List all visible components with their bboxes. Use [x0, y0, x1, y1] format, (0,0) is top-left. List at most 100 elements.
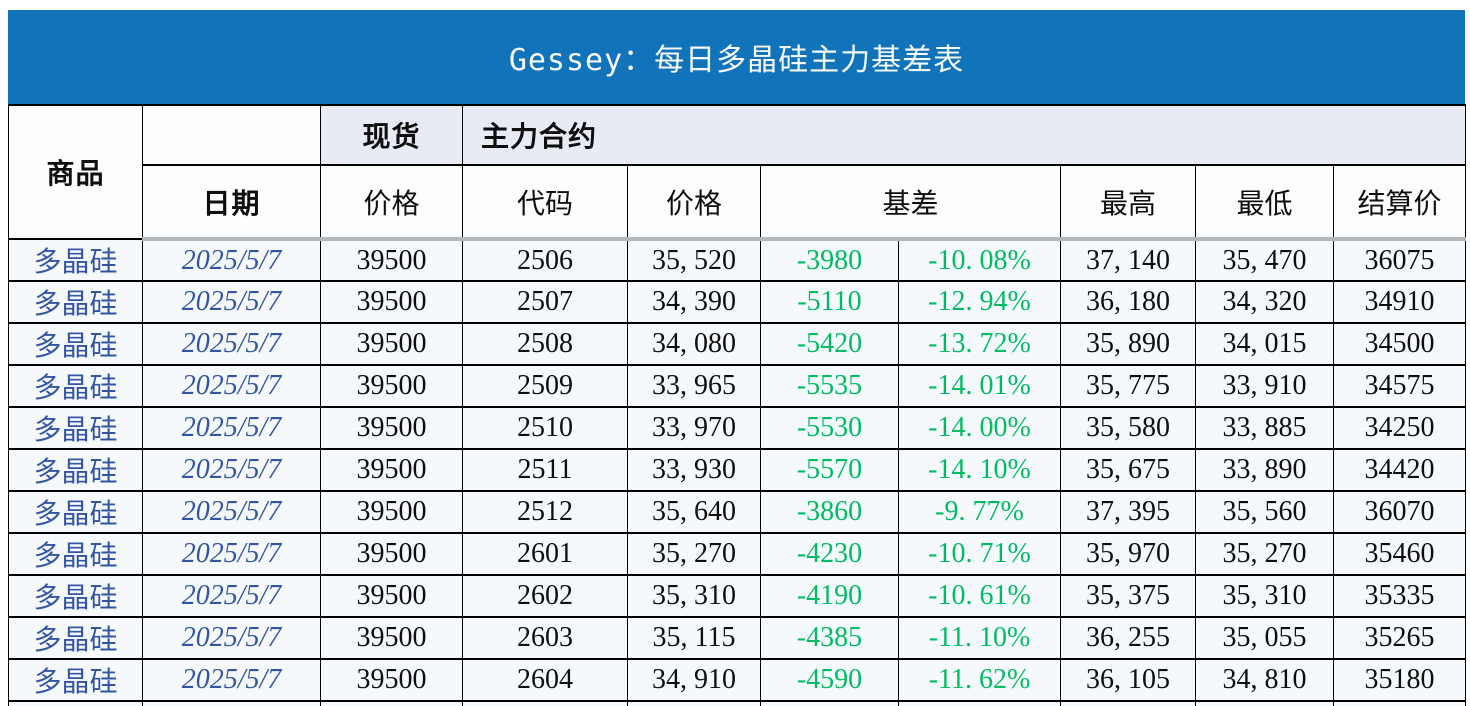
cell-high: 35, 375 [1060, 574, 1196, 618]
cell-spot-price: 39500 [320, 280, 463, 324]
cell-low: 33, 910 [1195, 364, 1334, 408]
cell-settle: 36075 [1332, 238, 1467, 282]
basis-report: Gessey：每日多晶硅主力基差表 商品 现货 主力合约 日期 价格 代码 价格 [8, 10, 1467, 706]
cell-basis: -4590 [760, 658, 899, 702]
cell-commodity: 多晶硅 [8, 574, 143, 618]
cell-low: 35, 055 [1195, 616, 1334, 660]
header-commodity: 商品 [8, 104, 143, 240]
cell-date: 2025/5/7 [142, 658, 321, 702]
cell-basis-pct: -14. 00% [898, 406, 1061, 450]
cell-date: 2025/5/7 [142, 574, 321, 618]
cell-spot-price: 39500 [320, 448, 463, 492]
cell-basis-pct: -14. 01% [898, 364, 1061, 408]
cell-code: 2508 [462, 322, 628, 366]
cell-low: 33, 890 [1195, 448, 1334, 492]
cell-high: 36, 180 [1060, 280, 1196, 324]
cell-high: 37, 140 [1060, 238, 1196, 282]
table-row: 多晶硅 2025/5/7 39500 2508 34, 080 -5420 -1… [8, 322, 1467, 366]
cell-spot-price: 39500 [320, 406, 463, 450]
cell-date: 2025/5/7 [142, 448, 321, 492]
cell-price: 34, 080 [627, 322, 761, 366]
cell-spot-price: 39500 [320, 658, 463, 702]
cell-high: 35, 675 [1060, 448, 1196, 492]
table-row: 多晶硅 2025/5/7 39500 2510 33, 970 -5530 -1… [8, 406, 1467, 450]
cell-low: 34, 015 [1195, 322, 1334, 366]
cell-basis-pct: -12. 94% [898, 280, 1061, 324]
cell-basis-pct: -9. 77% [898, 490, 1061, 534]
cell-high: 35, 580 [1060, 406, 1196, 450]
table-row: 多晶硅 2025/5/7 39500 2602 35, 310 -4190 -1… [8, 574, 1467, 618]
cell-basis: -5570 [760, 448, 899, 492]
header-basis: 基差 [760, 164, 1061, 241]
cell-settle: 35460 [1332, 532, 1467, 576]
header-settle: 结算价 [1332, 164, 1467, 241]
cell-basis-pct: -13. 72% [898, 322, 1061, 366]
header-label-row: 日期 价格 代码 价格 基差 最高 最低 结算价 [9, 164, 1467, 241]
cell-basis-pct: -10. 71% [898, 532, 1061, 576]
table-body: 多晶硅 2025/5/7 39500 2506 35, 520 -3980 -1… [8, 238, 1467, 706]
cell-code: 2512 [462, 490, 628, 534]
header-price: 价格 [627, 164, 761, 241]
header-group-row: 商品 现货 主力合约 [8, 104, 1467, 240]
cell-low: 35, 270 [1195, 532, 1334, 576]
cell-spot-price [320, 700, 463, 706]
table-row: 多晶硅 2025/5/7 39500 2601 35, 270 -4230 -1… [8, 532, 1467, 576]
cell-commodity: 多晶硅 [8, 280, 143, 324]
cell-commodity: 多晶硅 [8, 532, 143, 576]
cell-commodity: 多晶硅 [8, 364, 143, 408]
cell-commodity: 多晶硅 [8, 238, 143, 282]
cell-high: 36, 105 [1060, 658, 1196, 702]
cell-basis: -4385 [760, 616, 899, 660]
cell-basis: -4190 [760, 574, 899, 618]
cell-basis [760, 700, 899, 706]
cell-code: 2509 [462, 364, 628, 408]
cell-basis: -3980 [760, 238, 899, 282]
cell-low: 34, 810 [1195, 658, 1334, 702]
cell-spot-price: 39500 [320, 238, 463, 282]
cell-date: 2025/5/7 [142, 238, 321, 282]
cell-basis: -4230 [760, 532, 899, 576]
header-main-contract-group: 主力合约 [461, 104, 1467, 166]
cell-price: 35, 640 [627, 490, 761, 534]
cell-high: 35, 890 [1060, 322, 1196, 366]
cell-high: 35, 775 [1060, 364, 1196, 408]
cell-spot-price: 39500 [320, 364, 463, 408]
cell-commodity [8, 700, 143, 706]
cell-code: 2511 [462, 448, 628, 492]
cell-code: 2601 [462, 532, 628, 576]
cell-commodity: 多晶硅 [8, 616, 143, 660]
cell-date: 2025/5/7 [142, 616, 321, 660]
cell-date: 2025/5/7 [142, 490, 321, 534]
cell-commodity: 多晶硅 [8, 658, 143, 702]
cell-settle: 36070 [1332, 490, 1467, 534]
cell-code: 2602 [462, 574, 628, 618]
cell-basis: -3860 [760, 490, 899, 534]
cell-low: 35, 310 [1195, 574, 1334, 618]
cell-high: 37, 395 [1060, 490, 1196, 534]
table-header: 商品 现货 主力合约 日期 价格 代码 价格 基差 最高 最低 结算价 [8, 104, 1467, 241]
basis-table: 商品 现货 主力合约 日期 价格 代码 价格 基差 最高 最低 结算价 多晶硅 [8, 104, 1467, 706]
cell-code: 2604 [462, 658, 628, 702]
table-row: 多晶硅 2025/5/7 39500 2604 34, 910 -4590 -1… [8, 658, 1467, 702]
table-row: 多晶硅 2025/5/7 39500 2506 35, 520 -3980 -1… [8, 238, 1467, 282]
cell-basis: -5110 [760, 280, 899, 324]
cell-price: 35, 310 [627, 574, 761, 618]
cell-price: 35, 270 [627, 532, 761, 576]
cell-basis-pct: -10. 61% [898, 574, 1061, 618]
cell-date: 2025/5/7 [142, 406, 321, 450]
cell-price: 35, 115 [627, 616, 761, 660]
cell-settle: 34250 [1332, 406, 1467, 450]
cell-basis-pct: -11. 62% [898, 658, 1061, 702]
cell-high: 35, 970 [1060, 532, 1196, 576]
cell-low [1195, 700, 1334, 706]
header-spot-group: 现货 [320, 104, 463, 166]
cell-settle: 35265 [1332, 616, 1467, 660]
table-row: 多晶硅 2025/5/7 39500 2509 33, 965 -5535 -1… [8, 364, 1467, 408]
cell-spot-price: 39500 [320, 574, 463, 618]
header-high: 最高 [1060, 164, 1196, 241]
cell-price: 35, 520 [627, 238, 761, 282]
table-row: 多晶硅 2025/5/7 39500 2507 34, 390 -5110 -1… [8, 280, 1467, 324]
cell-settle: 34500 [1332, 322, 1467, 366]
cell-basis: -5530 [760, 406, 899, 450]
title-bar: Gessey：每日多晶硅主力基差表 [8, 10, 1465, 104]
